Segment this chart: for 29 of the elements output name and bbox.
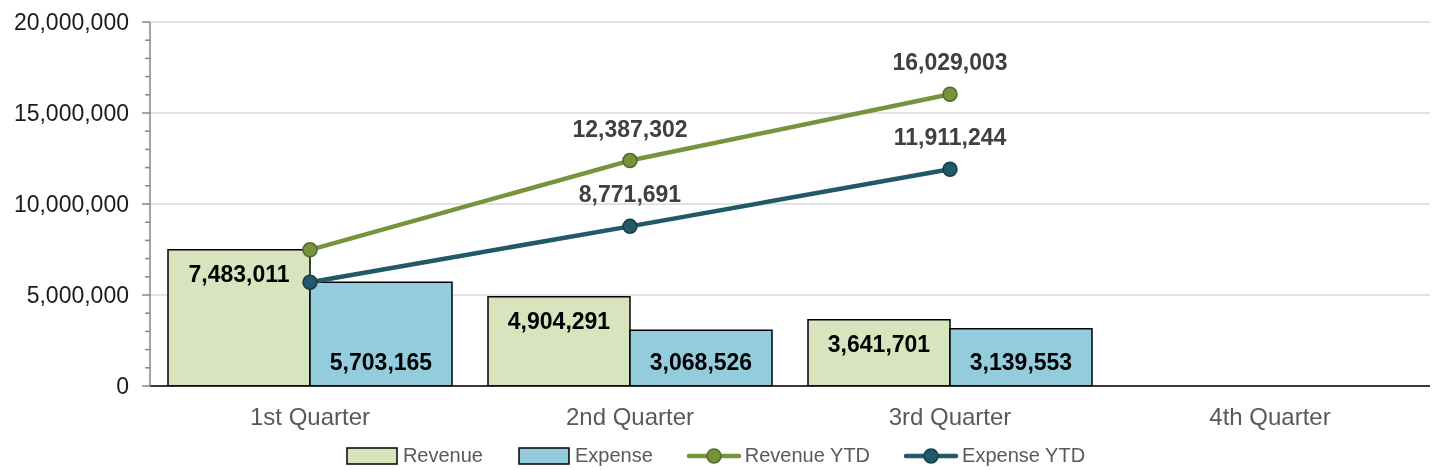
data-label: 3,139,553: [969, 349, 1073, 375]
point: [942, 86, 958, 103]
data-label: 3,641,701: [827, 330, 931, 357]
data-label: 16,029,003: [892, 49, 1008, 76]
data-label: 5,703,165: [329, 349, 433, 375]
point: [302, 274, 318, 290]
legend-label: Revenue YTD: [744, 444, 871, 467]
data-label: 4,904,291: [507, 307, 611, 334]
data-label: 3,068,526: [649, 349, 753, 375]
legend-label: Expense: [574, 444, 653, 467]
point: [302, 242, 318, 258]
data-label: 8,771,691: [578, 181, 682, 208]
legend-label: Revenue: [402, 444, 483, 467]
x-tick-label: 1st Quarter: [249, 403, 371, 431]
point: [622, 152, 638, 169]
data-label: 7,483,011: [188, 260, 290, 287]
y-tick-label: 5,000,000: [26, 282, 129, 308]
y-tick-label: 15,000,000: [13, 100, 129, 126]
point: [622, 218, 638, 235]
x-tick-label: 4th Quarter: [1209, 403, 1331, 431]
x-tick-label: 2nd Quarter: [565, 403, 695, 431]
x-tick-label: 3rd Quarter: [888, 403, 1012, 431]
y-tick-label: 20,000,000: [13, 9, 129, 35]
legend-label: Expense YTD: [962, 444, 1086, 467]
point: [942, 161, 958, 177]
y-tick-label: 0: [116, 373, 129, 399]
data-label: 12,387,302: [572, 115, 688, 142]
y-tick-label: 10,000,000: [13, 191, 129, 217]
data-label: 11,911,244: [893, 124, 1007, 151]
